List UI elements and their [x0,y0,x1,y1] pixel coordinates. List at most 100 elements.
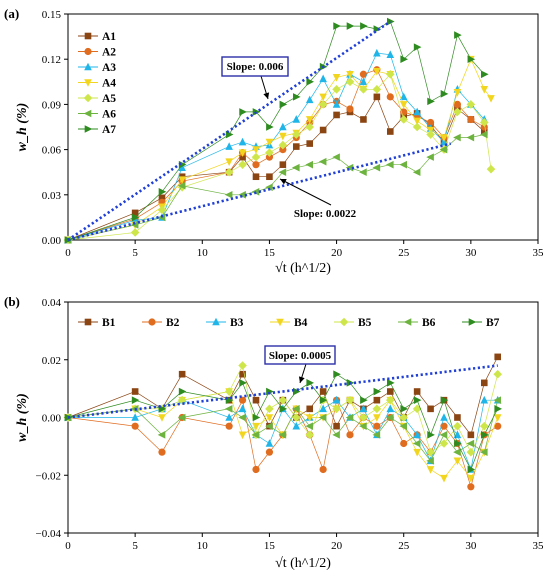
data-point-B6 [345,413,354,422]
x-tick-label: 0 [65,540,71,552]
data-point-B6 [291,405,300,413]
data-point-B3 [480,395,489,404]
data-point-A6 [385,160,394,169]
data-point-B7 [131,396,140,404]
legend-marker-A5 [83,93,93,103]
data-point-B1 [319,388,327,395]
data-point-A1 [158,194,166,202]
data-point-A6 [412,168,421,176]
data-point-B3 [332,395,341,404]
annotation-box [221,56,289,77]
data-point-A6 [305,160,314,169]
data-point-A7 [333,22,341,30]
data-point-B5 [359,413,368,422]
slope-annotation: Slope: 0.0022 [294,208,357,220]
y-tick-label: 0.06 [42,145,62,157]
data-point-B1 [494,353,502,361]
data-point-A3 [332,100,341,108]
data-point-A6 [177,181,186,190]
data-point-A6 [130,221,139,229]
data-point-A5 [265,148,274,157]
data-point-A7 [440,90,449,98]
annotation-arrowhead [280,179,287,185]
data-point-B7 [454,439,462,448]
data-point-A4 [252,146,260,154]
legend-label-A4: A4 [102,78,116,90]
data-point-B1 [386,388,394,395]
data-point-B5 [399,413,409,422]
y-tick-label: 0.04 [42,297,62,309]
data-point-A6 [372,163,381,172]
data-point-B5 [493,369,503,379]
data-point-A1 [333,111,340,119]
y-tick-label: −0.02 [36,470,61,482]
data-point-B7 [292,387,301,396]
legend-marker-B5 [339,317,349,327]
data-point-A3 [359,77,368,86]
data-point-B6 [399,422,408,430]
fit-line [67,142,452,242]
data-point-B5 [177,395,187,405]
x-tick-label: 10 [197,247,209,259]
data-point-A4 [453,89,462,97]
data-point-B6 [385,413,394,422]
data-point-A1 [306,140,314,147]
data-point-A4 [265,138,274,147]
data-point-B5 [479,421,489,431]
data-point-B7 [279,405,288,413]
data-point-A7 [360,22,368,30]
data-point-B6 [426,457,434,465]
data-point-A6 [453,133,461,142]
data-point-A3 [373,48,381,57]
data-point-A1 [239,153,246,161]
data-point-B5 [412,404,422,414]
annotation-arrowhead [263,92,270,99]
data-point-A3 [178,163,186,171]
data-point-A7 [467,55,476,63]
data-point-B6 [238,413,246,422]
data-point-B4 [265,414,274,422]
data-point-A3 [279,122,287,131]
x-tick-label: 30 [465,247,477,259]
x-tick-label: 25 [398,540,410,552]
data-point-B2 [373,422,381,430]
data-point-A1 [480,128,488,135]
data-point-B3 [440,413,448,421]
y-tick-label: 0.02 [42,355,61,367]
data-point-B2 [494,422,502,430]
data-point-A7 [279,100,288,109]
data-point-A7 [427,97,435,106]
legend-marker-B4 [276,318,284,327]
data-point-B4 [305,414,314,422]
data-point-A5 [399,115,409,124]
data-point-A2 [265,153,274,161]
data-point-B7 [386,379,395,387]
fit-line [67,364,498,419]
data-point-B3 [319,404,327,413]
data-point-B3 [413,430,421,439]
data-point-B4 [238,431,247,440]
data-point-B5 [372,404,382,414]
data-point-A1 [386,128,394,135]
y-tick-label: 0.00 [42,235,62,247]
x-axis-label: √t (h^1/2) [275,261,331,276]
data-point-A6 [332,153,340,161]
legend-marker-A3 [84,62,92,71]
data-point-A4 [238,149,247,157]
legend-label-A2: A2 [102,47,116,59]
data-point-A5 [466,100,476,109]
y-tick-label: 0.09 [42,99,62,111]
legend-marker-A4 [84,79,92,87]
data-point-A3 [319,74,327,83]
data-point-B6 [318,413,327,422]
data-point-A7 [400,55,409,63]
data-point-B7 [360,396,368,404]
data-point-B7 [266,387,274,396]
data-point-B4 [426,466,435,474]
data-point-B7 [373,387,382,396]
legend-marker-A6 [83,109,92,118]
data-point-B6 [177,413,186,422]
data-point-B2 [238,396,247,404]
data-point-A7 [158,187,167,196]
